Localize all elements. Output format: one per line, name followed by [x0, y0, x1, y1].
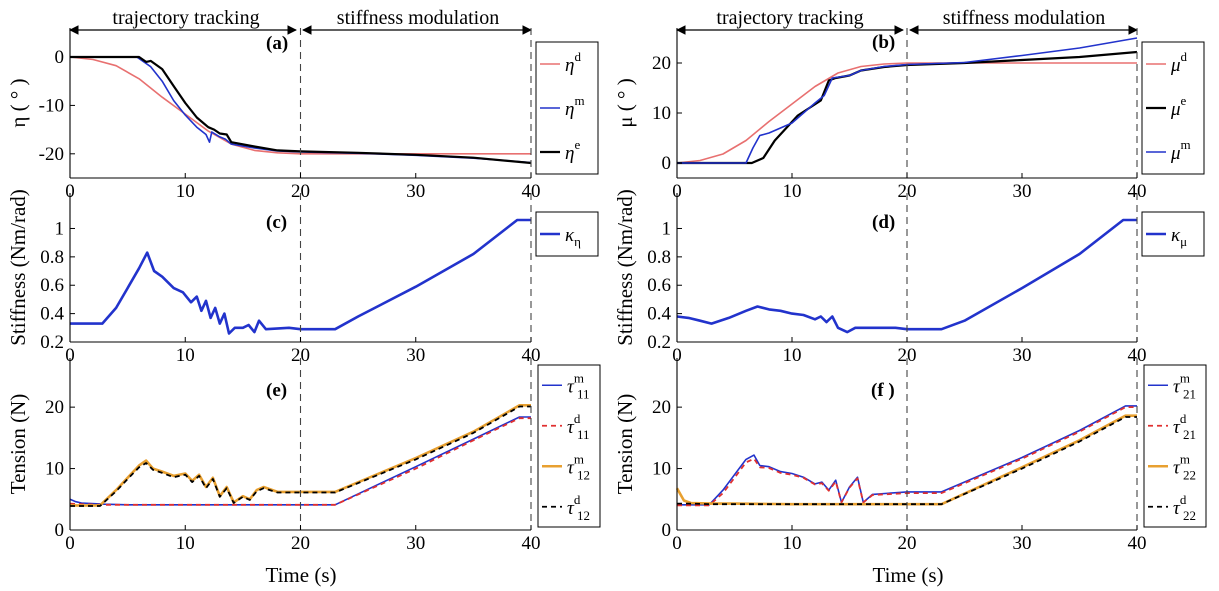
phase-label-trajectory: trajectory tracking — [112, 7, 259, 29]
x-tick-label: 30 — [1013, 533, 1032, 554]
panel-label: (a) — [266, 33, 288, 54]
series-line-1 — [676, 62, 1137, 164]
legend: κη — [535, 211, 599, 257]
x-tick-label: 0 — [672, 181, 682, 202]
x-tick-label: 0 — [672, 533, 682, 554]
x-tick-label: 0 — [672, 345, 682, 366]
x-tick-label: 10 — [783, 345, 802, 366]
y-tick-label: 0.2 — [40, 332, 64, 353]
panel-label: (f ) — [871, 380, 895, 401]
x-tick-label: 10 — [783, 533, 802, 554]
y-tick-label: 1 — [55, 218, 65, 239]
y-tick-label: 10 — [45, 459, 64, 480]
y-tick-label: 1 — [662, 218, 672, 239]
series-line-1 — [70, 218, 531, 335]
legend-box — [1143, 364, 1207, 528]
x-tick-label: 20 — [291, 533, 310, 554]
series-line-3 — [70, 55, 532, 165]
y-tick-label: 0.4 — [647, 304, 671, 325]
x-tick-label: 10 — [176, 533, 195, 554]
y-axis-label: Stiffness (Nm/rad) — [6, 189, 30, 346]
panel-label: (e) — [266, 380, 287, 401]
x-tick-label: 40 — [522, 181, 541, 202]
legend-entry: τm 11 — [567, 370, 590, 401]
y-tick-label: 0.6 — [40, 275, 64, 296]
panel-label: (c) — [266, 212, 287, 233]
series-line-1 — [677, 405, 1137, 506]
x-tick-label: 30 — [406, 533, 425, 554]
x-tick-label: 40 — [1128, 181, 1147, 202]
phase-label-stiffness: stiffness modulation — [337, 7, 499, 29]
series-line-3 — [677, 37, 1138, 164]
y-tick-label: 0.8 — [647, 247, 671, 268]
phase-label-stiffness: stiffness modulation — [943, 7, 1105, 29]
panel-label: (b) — [872, 32, 895, 53]
y-tick-label: 0 — [55, 520, 65, 541]
x-tick-label: 20 — [898, 345, 917, 366]
series-line-1 — [676, 218, 1137, 334]
y-axis-label: Tension (N) — [613, 394, 637, 495]
legend: κμ — [1141, 211, 1205, 257]
y-tick-label: 0.6 — [647, 275, 671, 296]
y-tick-label: -10 — [39, 95, 64, 116]
x-tick-label: 10 — [176, 181, 195, 202]
chart-panel-3: 0 10 20 30 40 0.2 0.4 0.6 0.8 1 Stiffness (Nm/rad)… — [6, 189, 599, 366]
legend-box — [537, 364, 601, 528]
phase-label-trajectory: trajectory tracking — [716, 7, 863, 29]
phase-annotations-left: trajectory tracking stiffness modulation — [69, 7, 532, 35]
y-axis-label: η ( ° ) — [6, 78, 30, 127]
x-tick-label: 30 — [1013, 345, 1032, 366]
x-tick-label: 0 — [65, 345, 75, 366]
x-tick-label: 0 — [65, 181, 75, 202]
y-tick-label: 0 — [662, 520, 672, 541]
x-tick-label: 40 — [1128, 533, 1147, 554]
y-axis-label: Tension (N) — [6, 394, 30, 495]
x-tick-label: 40 — [1128, 345, 1147, 366]
panel-label: (d) — [872, 212, 895, 233]
x-tick-label: 40 — [522, 533, 541, 554]
x-tick-label: 0 — [65, 533, 75, 554]
x-tick-label: 20 — [898, 181, 917, 202]
x-tick-label: 20 — [291, 345, 310, 366]
x-axis-label-left: Time (s) — [266, 563, 337, 587]
y-tick-label: 20 — [45, 397, 64, 418]
y-tick-label: 0.2 — [647, 332, 671, 353]
x-tick-label: 20 — [898, 533, 917, 554]
y-tick-label: 0.4 — [40, 304, 64, 325]
x-tick-label: 30 — [406, 345, 425, 366]
y-axis-label: μ ( ° ) — [613, 78, 637, 127]
y-axis-label: Stiffness (Nm/rad) — [613, 189, 637, 346]
x-axis-label-right: Time (s) — [873, 563, 944, 587]
y-tick-label: 0 — [55, 47, 65, 68]
y-tick-label: 0.8 — [40, 247, 64, 268]
chart-panel-4: 0 10 20 30 40 0.2 0.4 0.6 0.8 1 Stiffness (Nm/rad)… — [613, 189, 1205, 366]
x-tick-label: 30 — [406, 181, 425, 202]
y-tick-label: 0 — [662, 153, 672, 174]
y-tick-label: 20 — [652, 53, 671, 74]
y-tick-label: 20 — [652, 397, 671, 418]
y-tick-label: 10 — [652, 459, 671, 480]
x-tick-label: 10 — [783, 181, 802, 202]
phase-annotations-right: trajectory tracking stiffness modulation — [676, 7, 1138, 35]
series-line-2 — [70, 56, 532, 164]
x-tick-label: 40 — [522, 345, 541, 366]
series-line-4 — [70, 405, 531, 507]
x-tick-label: 30 — [1013, 181, 1032, 202]
x-tick-label: 20 — [291, 181, 310, 202]
x-tick-label: 10 — [176, 345, 195, 366]
series-line-4 — [677, 416, 1137, 506]
y-tick-label: -20 — [39, 144, 64, 165]
y-tick-label: 10 — [652, 103, 671, 124]
series-line-2 — [677, 406, 1137, 507]
